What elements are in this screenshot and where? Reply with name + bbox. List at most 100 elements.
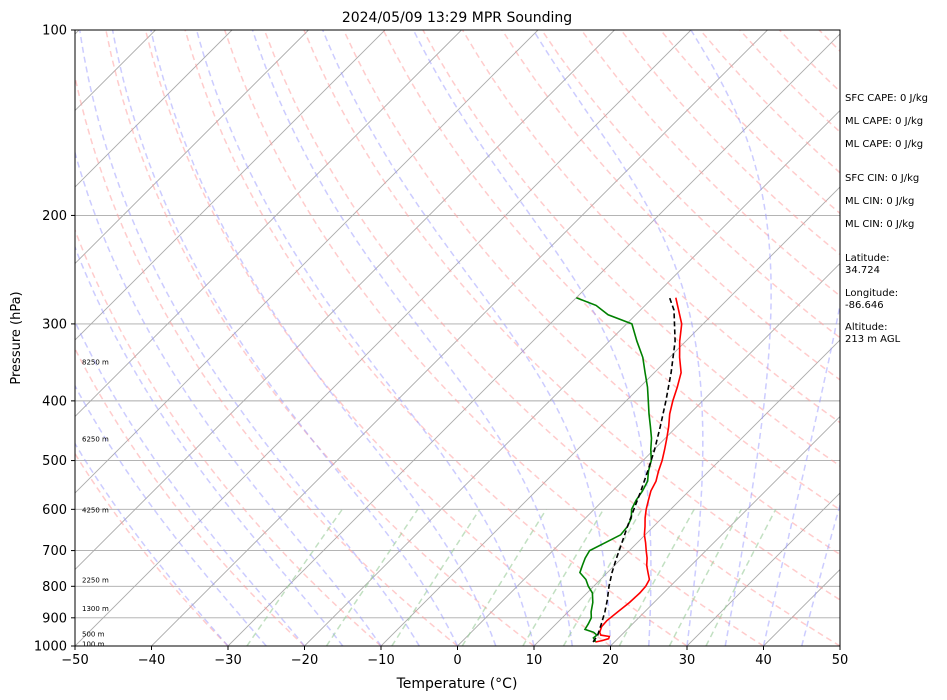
temperature-trace	[595, 297, 683, 643]
isotherm-line	[0, 30, 3, 646]
moist-adiabat	[75, 442, 229, 646]
isotherm-line	[75, 30, 692, 646]
mixing-ratio-line	[325, 508, 419, 646]
mixing-ratio-line	[562, 508, 643, 646]
x-tick-label: 20	[602, 653, 619, 668]
moist-adiabat	[322, 30, 612, 646]
height-label: 6250 m	[82, 435, 109, 443]
mixing-ratio-line	[618, 508, 695, 646]
altitude-text: Altitude: 213 m AGL	[845, 322, 901, 345]
x-tick-label: 40	[755, 653, 772, 668]
moist-adiabat	[251, 30, 574, 646]
dry-adiabat	[422, 30, 840, 467]
y-tick-label: 300	[42, 317, 67, 332]
x-tick-label: 50	[832, 653, 849, 668]
dry-adiabat	[75, 452, 229, 646]
dry-adiabat	[75, 347, 306, 646]
x-tick-label: 0	[453, 653, 461, 668]
x-axis: −50 −40 −30 −20 −10 0 10 20 30 40 50	[61, 646, 848, 668]
ml-cape-text: ML CAPE: 0 J/kg	[845, 116, 924, 127]
mixing-ratio-line	[522, 508, 605, 646]
moist-adiabat	[150, 30, 497, 646]
isotherm-line	[75, 30, 233, 188]
moist-adiabat	[75, 150, 382, 646]
x-tick-label: −30	[214, 653, 241, 668]
longitude-text: Longitude: -86.646	[845, 288, 899, 311]
sfc-cape-text: SFC CAPE: 0 J/kg	[845, 93, 928, 104]
isotherm-line	[75, 30, 386, 341]
dry-adiabat	[580, 30, 840, 297]
mixing-ratio-line	[246, 508, 343, 646]
ml-cin-text: ML CIN: 0 J/kg	[845, 196, 915, 207]
chart-title: 2024/05/09 13:29 MPR Sounding	[342, 10, 572, 26]
height-label: 1300 m	[82, 605, 109, 613]
sounding-traces	[576, 296, 683, 643]
y-tick-label: 100	[42, 24, 67, 39]
moist-adiabat	[762, 301, 840, 646]
height-label: 500 m	[82, 631, 105, 639]
moist-adiabat	[78, 30, 420, 646]
x-tick-label: 10	[526, 653, 543, 668]
dry-adiabat	[105, 30, 535, 646]
x-axis-label: Temperature (°C)	[396, 676, 518, 692]
height-label: 100 m	[82, 640, 105, 648]
dewpoint-trace	[576, 296, 653, 643]
mixing-ratio-line	[705, 508, 777, 646]
isotherm-line	[533, 339, 840, 646]
isotherm-line	[686, 492, 840, 646]
parcel-profile-trace	[592, 297, 676, 643]
y-tick-label: 400	[42, 394, 67, 409]
mixing-ratio-line	[461, 508, 547, 646]
mixing-ratio-line	[391, 508, 481, 646]
dry-adiabat	[184, 30, 688, 646]
plot-frame	[74, 29, 841, 647]
height-label: 8250 m	[82, 358, 109, 366]
ml-cape-text-2: ML CAPE: 0 J/kg	[845, 139, 924, 150]
x-tick-label: −10	[367, 653, 394, 668]
y-tick-label: 500	[42, 454, 67, 469]
mixing-ratio-line	[668, 508, 742, 646]
isotherm-line	[75, 30, 615, 571]
isotherm-line	[227, 33, 840, 646]
dry-adiabat	[382, 30, 840, 511]
y-tick-label: 900	[42, 611, 67, 626]
background-lines	[0, 30, 840, 646]
y-tick-label: 1000	[34, 640, 67, 655]
isotherm-line	[75, 30, 462, 418]
dry-adiabat	[75, 73, 458, 646]
y-tick-label: 700	[42, 544, 67, 559]
moist-adiabat	[111, 30, 459, 646]
y-axis: 100 200 300 400 500 600 700 800 900 1000	[34, 24, 75, 655]
y-tick-label: 200	[42, 209, 67, 224]
height-label: 4250 m	[82, 506, 109, 514]
ml-cin-text-2: ML CIN: 0 J/kg	[845, 219, 915, 230]
moist-adiabat	[690, 30, 772, 646]
x-tick-label: −20	[291, 653, 318, 668]
moist-adiabat	[532, 30, 704, 646]
latitude-text: Latitude: 34.724	[845, 253, 890, 276]
dry-adiabat	[303, 30, 840, 601]
x-tick-label: −40	[138, 653, 165, 668]
moist-adiabat	[75, 384, 267, 646]
moist-adiabat	[75, 245, 344, 646]
dry-adiabat	[144, 30, 611, 646]
y-tick-label: 800	[42, 580, 67, 595]
moist-adiabat	[412, 30, 652, 646]
isotherm-line	[304, 109, 840, 646]
isotherm-line	[380, 186, 840, 646]
isotherm-line	[151, 30, 768, 646]
dry-adiabat	[342, 30, 840, 556]
moist-adiabat	[801, 502, 840, 646]
isotherm-line	[457, 262, 840, 646]
dry-adiabat	[223, 30, 764, 646]
y-axis-label: Pressure (hPa)	[9, 291, 24, 384]
sfc-cin-text: SFC CIN: 0 J/kg	[845, 173, 920, 184]
isotherm-line	[75, 30, 309, 265]
isotherm-line	[610, 415, 840, 646]
moist-adiabat	[195, 30, 535, 646]
height-label: 2250 m	[82, 577, 109, 585]
dry-adiabat	[263, 30, 840, 646]
x-tick-label: −50	[61, 653, 88, 668]
